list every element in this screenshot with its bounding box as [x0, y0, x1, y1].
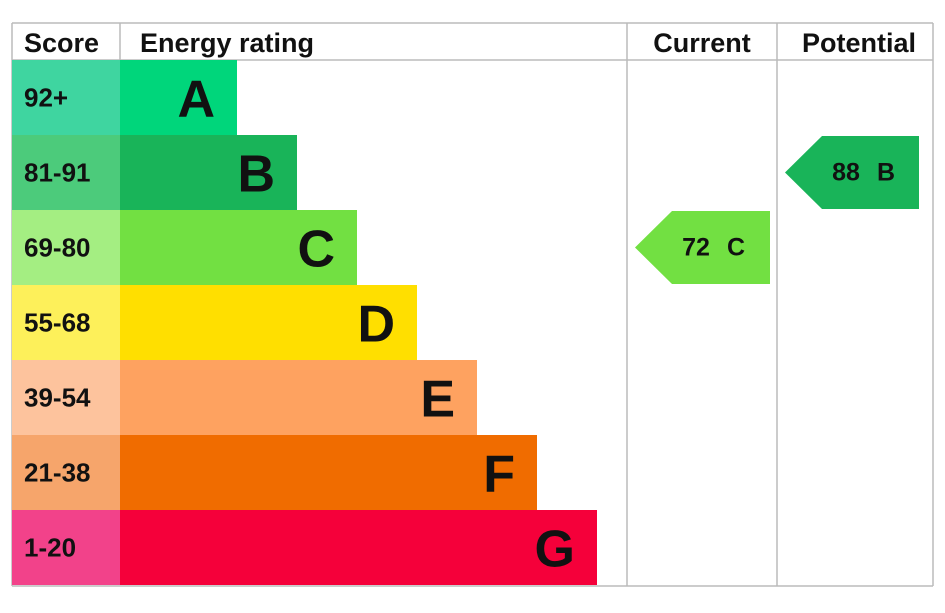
- potential-score: 88: [832, 159, 860, 187]
- band-letter: F: [483, 446, 515, 504]
- score-range: 81-91: [24, 158, 91, 188]
- band-letter: E: [420, 371, 455, 429]
- score-range: 1-20: [24, 533, 76, 563]
- current-arrow: [635, 211, 770, 284]
- score-cell: [12, 510, 120, 585]
- potential-letter: B: [877, 159, 895, 187]
- current-score: 72: [682, 234, 710, 262]
- band-letter: G: [535, 521, 575, 579]
- score-range: 92+: [24, 83, 68, 113]
- band-bar: [120, 210, 357, 285]
- score-range: 21-38: [24, 458, 91, 488]
- band-bar: [120, 360, 477, 435]
- band-bar: [120, 510, 597, 585]
- header: Current: [653, 28, 751, 58]
- score-cell: [12, 135, 120, 210]
- band-bar: [120, 435, 537, 510]
- score-cell: [12, 60, 120, 135]
- band-letter: A: [177, 71, 215, 129]
- band-letter: B: [237, 146, 275, 204]
- band-letter: C: [297, 221, 335, 279]
- current-letter: C: [727, 234, 745, 262]
- potential-arrow: [785, 136, 919, 209]
- header: Score: [24, 28, 99, 58]
- header: Potential: [802, 28, 916, 58]
- score-range: 55-68: [24, 308, 91, 338]
- header: Energy rating: [140, 28, 314, 58]
- band-letter: D: [357, 296, 395, 354]
- score-range: 39-54: [24, 383, 91, 413]
- score-cell: [12, 285, 120, 360]
- band-bar: [120, 60, 237, 135]
- band-bar: [120, 285, 417, 360]
- score-cell: [12, 435, 120, 510]
- score-cell: [12, 210, 120, 285]
- band-bar: [120, 135, 297, 210]
- score-range: 69-80: [24, 233, 91, 263]
- score-cell: [12, 360, 120, 435]
